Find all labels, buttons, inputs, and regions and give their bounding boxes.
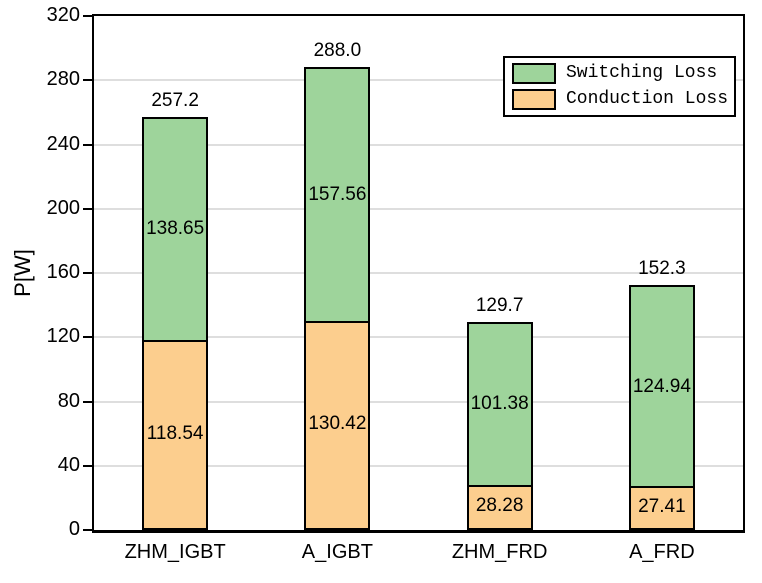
y-tick-label: 160 — [46, 261, 80, 283]
x-category-label: A_IGBT — [301, 541, 373, 563]
legend-swatch-switching-loss — [511, 62, 556, 84]
y-tick-label: 240 — [46, 132, 80, 155]
bar-total-label: 288.0 — [313, 40, 362, 62]
y-tick-mark — [83, 207, 92, 210]
bar-segment-conduction-loss: 27.41 — [628, 485, 695, 530]
segment-value-label: 27.41 — [638, 496, 686, 517]
legend-label: Switching Loss — [565, 63, 718, 83]
segment-value-label: 101.38 — [470, 393, 529, 415]
bar-total-label: 152.3 — [638, 258, 686, 280]
y-tick-mark — [83, 15, 92, 17]
y-tick-label: 200 — [46, 196, 80, 219]
gridline — [94, 336, 743, 339]
segment-value-label: 124.94 — [632, 375, 691, 397]
y-tick-mark — [83, 400, 92, 403]
y-tick-mark — [83, 336, 92, 339]
x-category-label: A_FRD — [629, 541, 695, 563]
segment-value-label: 157.56 — [308, 183, 367, 205]
bar-total-label: 129.7 — [475, 294, 524, 316]
y-tick-label: 40 — [57, 453, 80, 476]
y-tick-label: 0 — [68, 518, 80, 540]
y-tick-label: 320 — [46, 4, 80, 26]
plot-area: 118.54 138.65 257.2 130.42 157.56 288.0 28.28 1… — [92, 14, 745, 533]
y-tick-mark — [83, 529, 92, 531]
bar-segment-conduction-loss: 130.42 — [304, 320, 371, 530]
y-tick-label: 280 — [46, 68, 80, 91]
legend-label: Conduction Loss — [565, 89, 728, 109]
y-tick-mark — [83, 143, 92, 146]
y-tick-mark — [83, 79, 92, 82]
x-category-label: ZHM_FRD — [451, 541, 548, 563]
y-tick-mark — [83, 464, 92, 467]
bar-total-label: 257.2 — [151, 89, 199, 111]
legend-swatch-conduction-loss — [511, 88, 556, 110]
y-tick-mark — [83, 272, 92, 274]
gridline — [94, 272, 743, 274]
segment-value-label: 118.54 — [146, 422, 204, 444]
gridline — [94, 464, 743, 467]
gridline — [94, 400, 743, 403]
bar-segment-conduction-loss: 118.54 — [142, 339, 209, 530]
y-tick-label: 80 — [57, 389, 80, 412]
legend: Switching Loss Conduction Loss — [502, 56, 736, 117]
bar-segment-switching-loss: 124.94 — [628, 285, 695, 486]
bar-segment-switching-loss: 101.38 — [466, 321, 533, 485]
bar-segment-conduction-loss: 28.28 — [466, 484, 533, 530]
legend-item: Conduction Loss — [511, 87, 728, 111]
segment-value-label: 138.65 — [146, 218, 205, 240]
y-tick-label: 120 — [46, 325, 80, 348]
legend-item: Switching Loss — [511, 61, 728, 85]
bar-segment-switching-loss: 157.56 — [304, 67, 371, 321]
bar-segment-switching-loss: 138.65 — [142, 116, 209, 340]
gridline — [94, 79, 743, 82]
segment-value-label: 130.42 — [308, 413, 367, 435]
gridline — [94, 143, 743, 146]
segment-value-label: 28.28 — [475, 495, 524, 517]
gridline — [94, 207, 743, 210]
x-category-label: ZHM_IGBT — [124, 541, 226, 563]
